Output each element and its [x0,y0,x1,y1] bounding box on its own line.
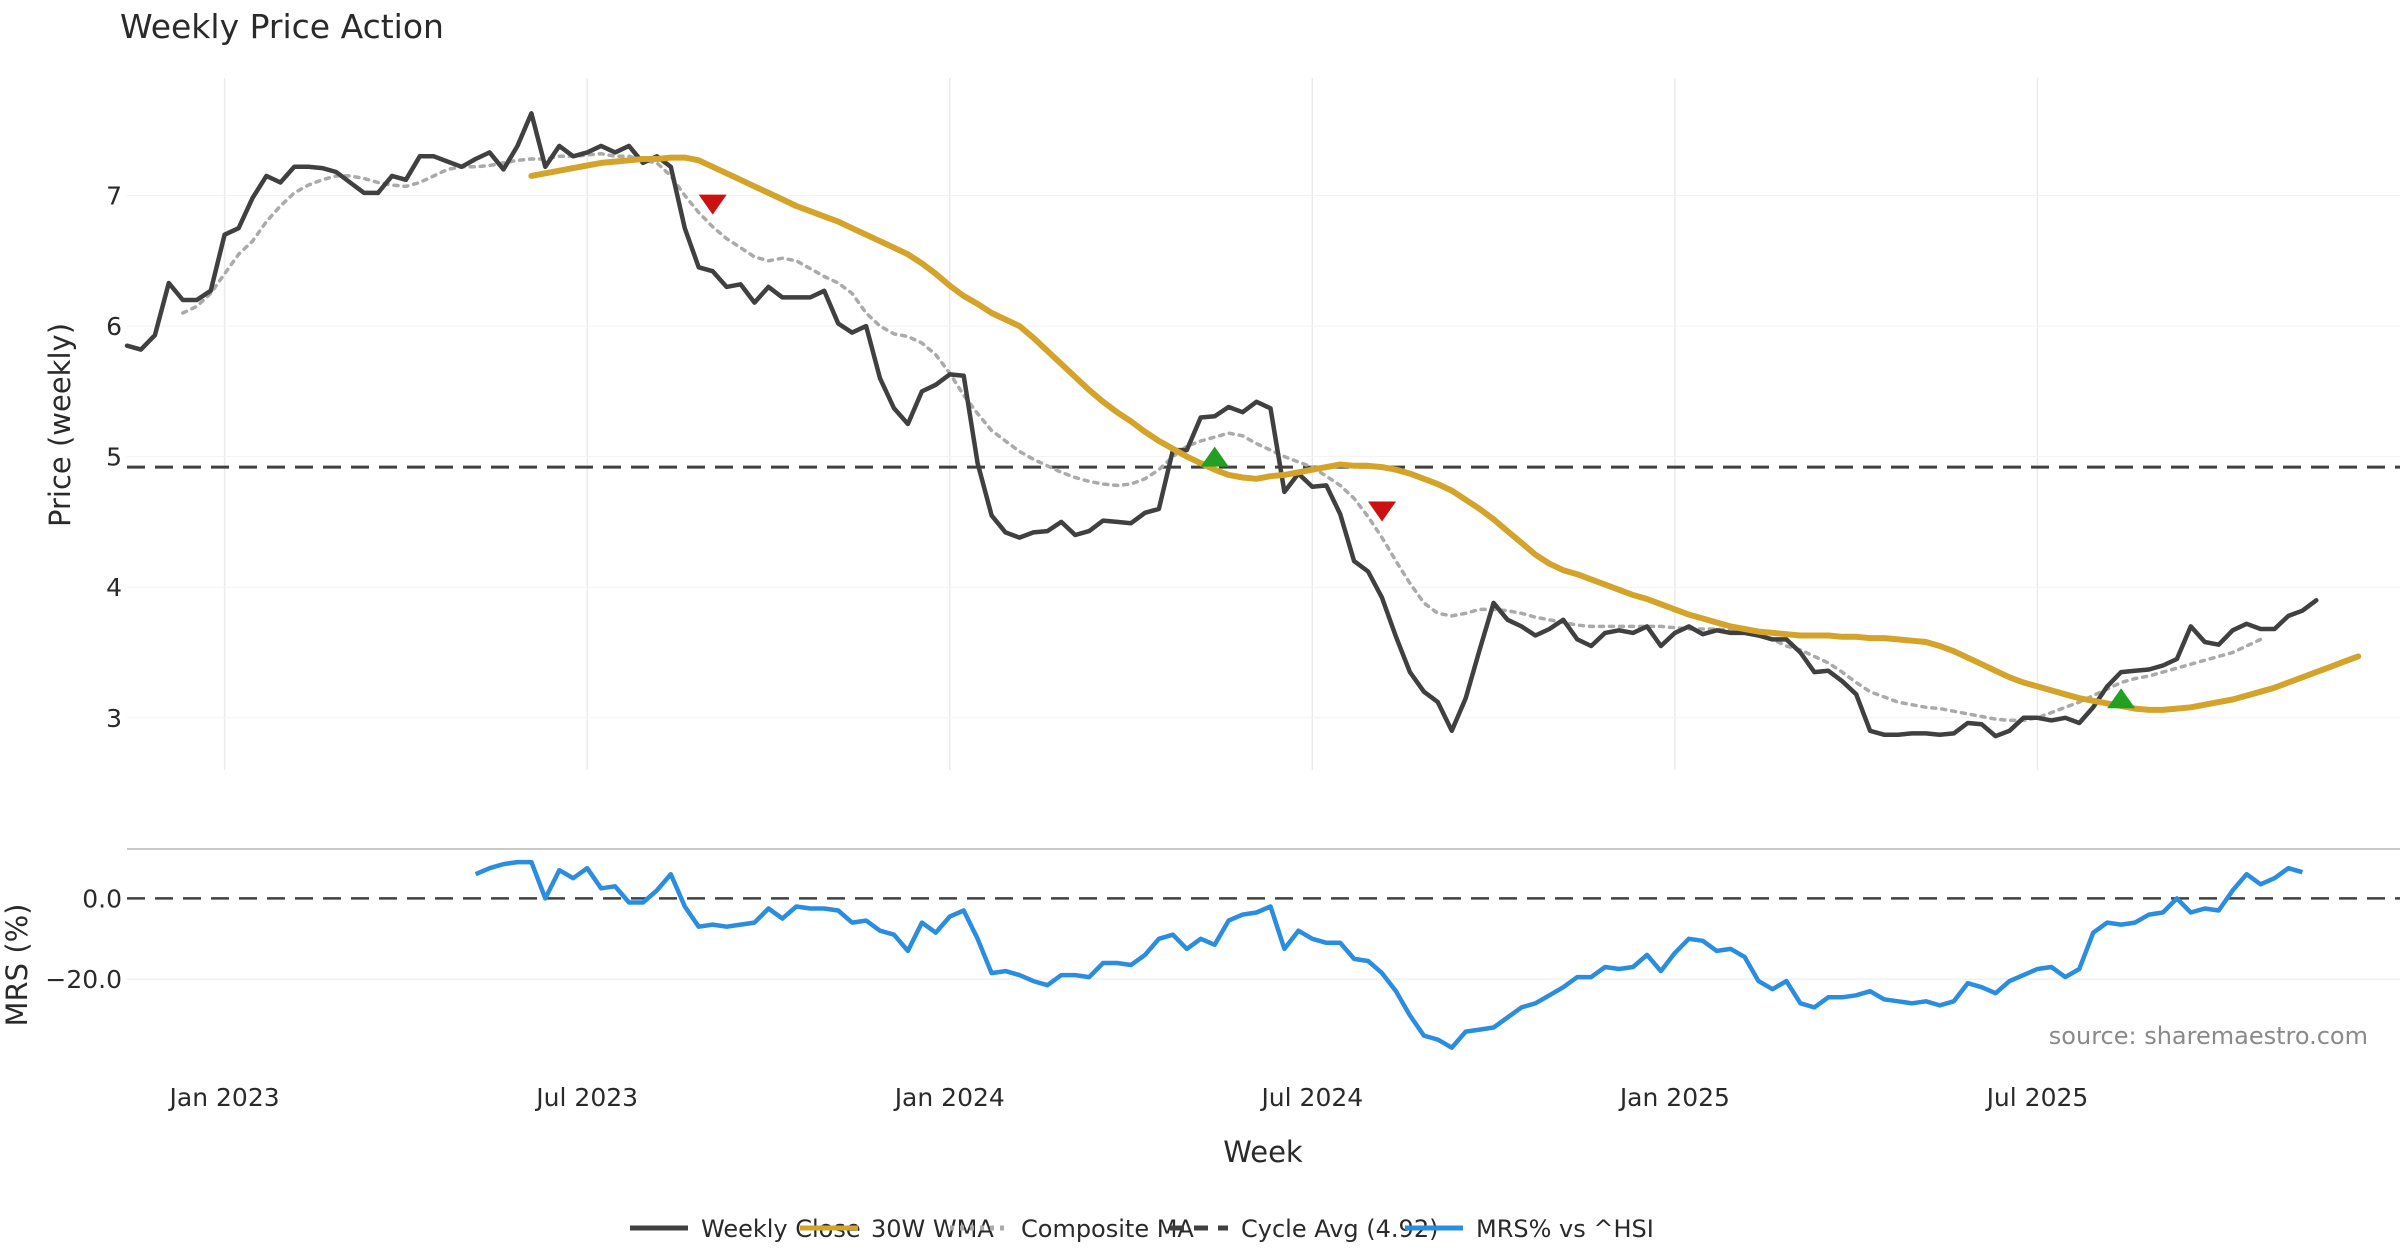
legend-label-mrs-vs-hsi: MRS% vs ^HSI [1476,1215,1654,1243]
x-tick-jul-2025: Jul 2025 [1985,1083,2089,1112]
mrs-y-tick-0: 0.0 [82,884,122,913]
weekly-close-line [124,111,2319,739]
x-tick-jan-2023: Jan 2023 [168,1083,280,1112]
x-axis-ticks: Jan 2023 Jul 2023 Jan 2024 Jul 2024 Jan 2025… [168,1083,2089,1112]
price-y-ticks: 3 4 5 6 7 [106,182,122,733]
price-gridlines [127,78,2400,770]
price-y-tick-4: 4 [106,573,122,602]
x-tick-jul-2023: Jul 2023 [534,1083,638,1112]
price-y-tick-5: 5 [106,443,122,472]
mrs-vs-hsi-line [474,859,2304,1050]
30w-wma-line [528,154,2362,713]
price-y-tick-7: 7 [106,182,122,211]
legend-label-composite-ma: Composite MA [1021,1215,1194,1243]
price-y-tick-3: 3 [106,704,122,733]
price-signals [698,194,2136,709]
x-axis-label: Week [1223,1135,1303,1169]
mrs-gridlines [127,848,2400,980]
x-tick-jul-2024: Jul 2024 [1259,1083,1363,1112]
mrs-series [474,859,2304,1050]
composite-ma-line [181,151,2263,723]
sell-signal-marker-2 [1368,501,1397,522]
mrs-y-ticks: 0.0 −20.0 [45,884,122,994]
source-text: source: sharemaestro.com [2049,1022,2368,1050]
mrs-panel: 0.0 −20.0 MRS (%) source: sharemaestro.co… [0,848,2400,1050]
price-y-tick-6: 6 [106,312,122,341]
x-tick-jan-2025: Jan 2025 [1618,1083,1730,1112]
sell-signal-marker-0 [698,194,727,215]
mrs-y-tick-1: −20.0 [45,965,122,994]
legend: Weekly Close 30W WMA Composite MA Cycle Avg… [630,1215,1654,1243]
price-series [124,111,2400,739]
price-panel: 3 4 5 6 7 Price (weekly) [43,78,2400,770]
legend-label-30w-wma: 30W WMA [871,1215,994,1243]
buy-signal-marker-3 [2107,688,2136,709]
mrs-y-axis-label: MRS (%) [0,904,34,1027]
x-tick-jan-2024: Jan 2024 [893,1083,1005,1112]
chart-title: Weekly Price Action [120,7,444,46]
buy-signal-marker-1 [1200,446,1229,467]
price-y-axis-label: Price (weekly) [43,323,77,527]
